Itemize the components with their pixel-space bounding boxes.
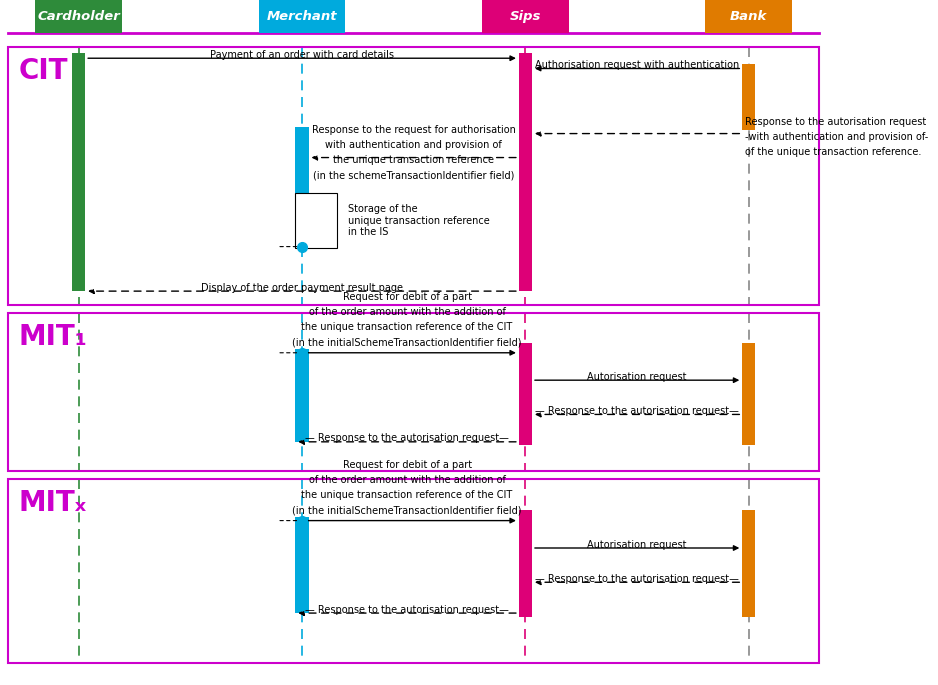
Text: — Response to the autorisation request—: — Response to the autorisation request— [536, 574, 739, 584]
Text: Cardholder: Cardholder [38, 10, 120, 23]
Text: — Response to the autorisation request—: — Response to the autorisation request— [305, 434, 509, 443]
Text: MIT₁: MIT₁ [18, 323, 87, 351]
Bar [742, 510, 755, 616]
Text: of the unique transaction reference.: of the unique transaction reference. [745, 147, 921, 157]
Bar [482, 0, 568, 33]
Text: (in the initialSchemeTransactionIdentifier field): (in the initialSchemeTransactionIdentifi… [293, 338, 522, 347]
Text: Request for debit of a part: Request for debit of a part [342, 460, 472, 470]
Text: with authentication and provision of: with authentication and provision of [325, 140, 502, 150]
Bar [72, 53, 85, 291]
Bar [742, 342, 755, 445]
Bar [742, 64, 755, 130]
Text: CIT: CIT [18, 57, 68, 85]
Bar [8, 313, 819, 471]
Bar [8, 47, 819, 305]
Bar [295, 517, 309, 613]
Text: Payment of an order with card details: Payment of an order with card details [210, 50, 394, 60]
Text: Response to the autorisation request: Response to the autorisation request [745, 117, 926, 127]
Text: the unique transaction reference of the CIT: the unique transaction reference of the … [301, 323, 513, 332]
Bar [519, 53, 532, 291]
Text: of the order amount with the addition of: of the order amount with the addition of [309, 308, 506, 317]
Text: — Response to the autorisation request—: — Response to the autorisation request— [305, 605, 509, 614]
Text: the unique transaction reference: the unique transaction reference [333, 155, 494, 165]
Bar [259, 0, 345, 33]
Text: Autorisation request: Autorisation request [587, 372, 687, 382]
Text: Autorisation request: Autorisation request [587, 540, 687, 549]
Bar [295, 349, 309, 442]
Text: Sips: Sips [509, 10, 541, 23]
Text: -with authentication and provision of-: -with authentication and provision of- [745, 132, 928, 142]
Text: Bank: Bank [730, 10, 767, 23]
Text: Display of the order payment result page: Display of the order payment result page [201, 283, 403, 292]
Text: MITₓ: MITₓ [18, 489, 86, 517]
Bar [705, 0, 793, 33]
Text: Authorisation request with authentication: Authorisation request with authenticatio… [535, 60, 739, 70]
Text: Storage of the
unique transaction reference
in the IS: Storage of the unique transaction refere… [347, 204, 490, 237]
Bar [295, 193, 337, 248]
Text: Merchant: Merchant [266, 10, 338, 23]
Text: (in the initialSchemeTransactionIdentifier field): (in the initialSchemeTransactionIdentifi… [293, 506, 522, 515]
Text: — Response to the autorisation request—: — Response to the autorisation request— [536, 406, 739, 416]
Bar [295, 127, 309, 219]
Bar [35, 0, 122, 33]
Text: of the order amount with the addition of: of the order amount with the addition of [309, 475, 506, 485]
Bar [8, 479, 819, 663]
Bar [519, 342, 532, 445]
Bar [519, 510, 532, 616]
Text: Request for debit of a part: Request for debit of a part [342, 292, 472, 302]
Text: the unique transaction reference of the CIT: the unique transaction reference of the … [301, 490, 513, 500]
Text: Response to the request for authorisation: Response to the request for authorisatio… [311, 125, 516, 135]
Text: (in the schemeTransactionIdentifier field): (in the schemeTransactionIdentifier fiel… [313, 171, 514, 180]
